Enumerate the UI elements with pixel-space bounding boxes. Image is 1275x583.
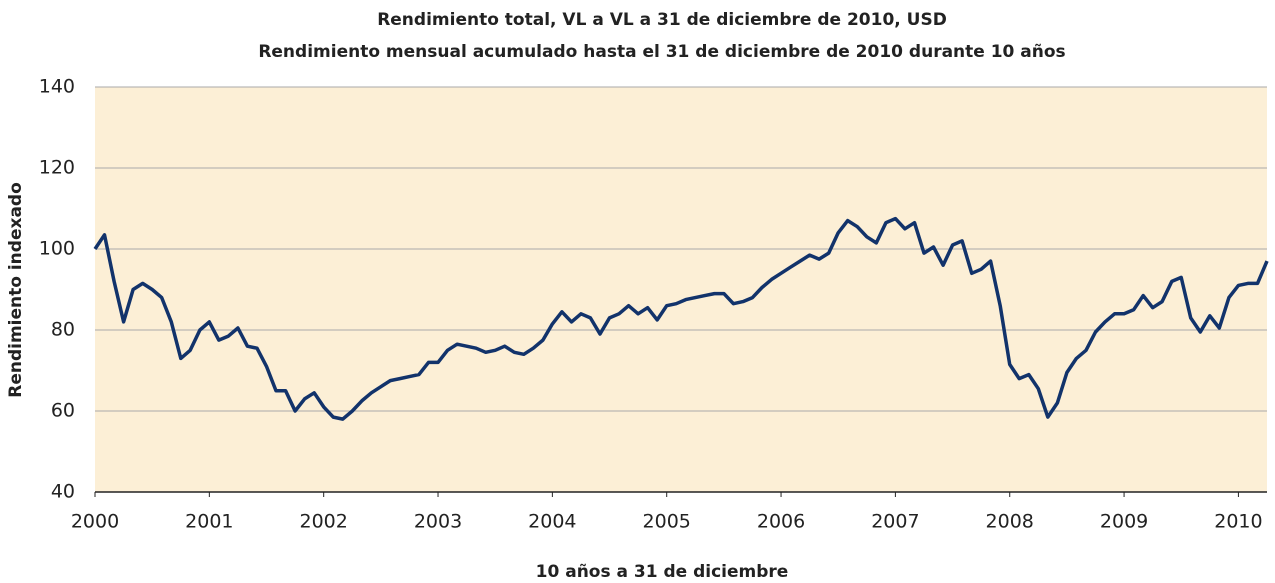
y-tick-label: 100 <box>39 238 75 260</box>
x-tick-label: 2008 <box>986 511 1034 533</box>
x-tick-label: 2006 <box>757 511 805 533</box>
x-tick-label: 2009 <box>1100 511 1148 533</box>
x-tick-label: 2000 <box>71 511 119 533</box>
x-tick-label: 2005 <box>643 511 691 533</box>
line <box>93 216 1269 421</box>
x-tick-label: 2010 <box>1214 511 1262 533</box>
y-tick-label: 60 <box>51 400 75 422</box>
chart-title: Rendimiento total, VL a VL a 31 de dicie… <box>377 10 947 30</box>
y-axis-title: Rendimiento indexado <box>6 182 26 398</box>
x-axis-title: 10 años a 31 de diciembre <box>536 562 789 582</box>
x-tick-label: 2003 <box>414 511 462 533</box>
x-tick-label: 2007 <box>871 511 919 533</box>
y-tick-label: 140 <box>39 76 75 98</box>
plot-background <box>95 87 1267 492</box>
y-tick-label: 120 <box>39 157 75 179</box>
x-tick-label: 2002 <box>300 511 348 533</box>
y-tick-label: 80 <box>51 319 75 341</box>
y-tick-label: 40 <box>51 481 75 503</box>
x-tick-label: 2004 <box>528 511 576 533</box>
x-tick-label: 2001 <box>185 511 233 533</box>
chart-subtitle: Rendimiento mensual acumulado hasta el 3… <box>258 42 1065 62</box>
